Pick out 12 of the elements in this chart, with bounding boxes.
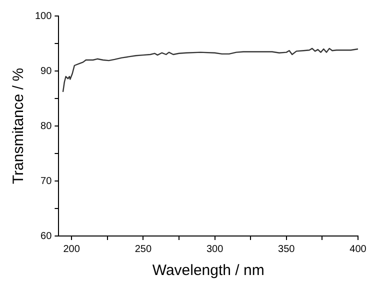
x-axis-title: Wavelength / nm	[152, 262, 264, 280]
y-tick-label: 70	[40, 176, 52, 187]
x-tick-label: 200	[63, 244, 80, 255]
y-tick-label: 90	[40, 66, 52, 77]
y-tick-label: 100	[34, 10, 52, 22]
y-axis-title: Transmitance / %	[10, 68, 28, 184]
x-tick-label: 350	[278, 244, 296, 255]
x-tick-label: 400	[350, 244, 367, 255]
x-tick-label: 250	[134, 244, 152, 255]
y-tick-label: 80	[40, 120, 52, 132]
x-tick-label: 300	[206, 244, 224, 255]
y-tick-label: 60	[40, 230, 52, 242]
